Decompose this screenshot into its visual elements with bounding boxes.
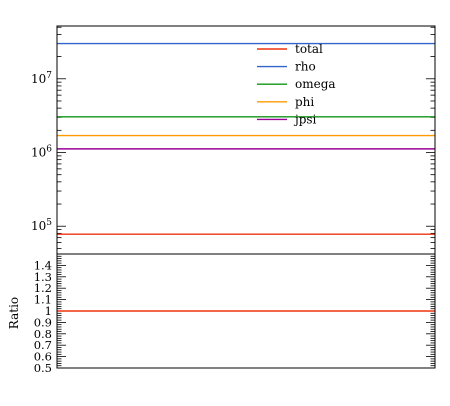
legend-label-total: total: [295, 42, 323, 56]
ratio-y-tick-label: 0.9: [34, 315, 52, 329]
legend-label-phi: phi: [295, 95, 314, 109]
ratio-plot-frame: [56, 253, 436, 369]
main-y-tick-label-exponent: 6: [46, 145, 52, 155]
main-y-tick-label: 107: [31, 71, 52, 86]
ratio-y-tick-label: 0.8: [34, 327, 52, 341]
legend-label-jpsi: jpsi: [293, 112, 317, 126]
ratio-y-tick-labels: 0.50.60.70.80.911.11.21.31.4: [34, 258, 52, 375]
legend-label-omega: omega: [295, 77, 336, 91]
main-y-tick-label-base: 10: [31, 72, 46, 86]
ratio-y-tick-label: 1: [45, 304, 52, 318]
main-y-tick-label: 106: [31, 145, 52, 160]
legend-label-rho: rho: [295, 60, 316, 74]
ratio-y-tick-label: 1.2: [34, 281, 52, 295]
main-plot-frame: [56, 25, 436, 255]
ratio-y-tick-label: 0.7: [34, 338, 52, 352]
ratio-y-tick-label: 0.5: [34, 361, 52, 375]
main-y-tick-label-base: 10: [31, 219, 46, 233]
main-y-ticks: [57, 26, 435, 249]
ratio-y-tick-label: 1.4: [34, 258, 52, 272]
ratio-y-tick-label: 1.3: [34, 270, 52, 284]
ratio-y-axis-label: Ratio: [7, 297, 21, 329]
legend: total rho omega phi jpsi: [257, 42, 336, 126]
ratio-y-tick-label: 1.1: [34, 293, 52, 307]
main-y-tick-label-exponent: 7: [46, 71, 52, 81]
main-y-tick-label: 105: [31, 218, 52, 233]
main-series-lines: [57, 42, 435, 235]
ratio-y-ticks: [57, 253, 435, 369]
ratio-panel: 0.50.60.70.80.911.11.21.31.4 Ratio: [7, 253, 436, 375]
main-y-tick-label-exponent: 5: [46, 218, 52, 228]
ratio-y-tick-label: 0.6: [34, 350, 52, 364]
main-y-tick-label-base: 10: [31, 146, 46, 160]
